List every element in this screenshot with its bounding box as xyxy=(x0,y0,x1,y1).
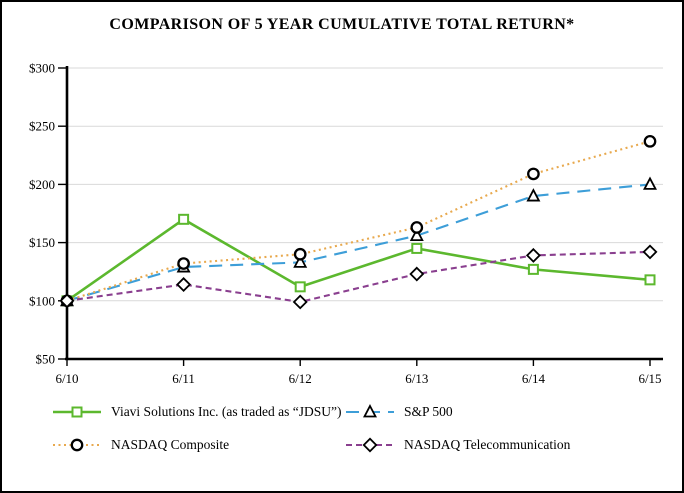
square-marker xyxy=(527,263,539,275)
chart-plot: $50 $100 $150 $200 $250 $300 6/10 6/11 6/12 6/13 6… xyxy=(29,61,663,386)
series-line-1 xyxy=(66,183,651,302)
legend-swatch-diamond xyxy=(346,437,394,453)
diamond-marker xyxy=(292,294,308,310)
series-line-3 xyxy=(66,250,651,304)
square-marker xyxy=(294,281,306,293)
square-marker xyxy=(411,242,423,254)
x-axis-label: 6/15 xyxy=(638,371,661,386)
y-axis-label: $200 xyxy=(29,177,55,192)
circle-marker xyxy=(293,247,307,261)
square-marker xyxy=(644,274,656,286)
y-axis-label: $150 xyxy=(29,235,55,250)
legend-swatch-triangle xyxy=(346,404,394,418)
diamond-marker xyxy=(362,437,378,453)
legend-label: NASDAQ Composite xyxy=(111,437,230,452)
circle-marker xyxy=(527,167,540,181)
diamond-marker xyxy=(642,244,658,260)
legend-entry-1: S&P 500 xyxy=(345,404,652,420)
chart-legend: Viavi Solutions Inc. (as traded as “JDSU… xyxy=(52,404,652,453)
circle-marker xyxy=(70,438,84,452)
diamond-marker xyxy=(409,266,425,282)
legend-swatch-square xyxy=(53,406,101,418)
legend-label: S&P 500 xyxy=(404,404,453,419)
y-axis-label: $250 xyxy=(29,119,55,134)
y-axis-label: $300 xyxy=(29,61,55,76)
legend-swatch-circle xyxy=(53,438,101,452)
chart-title: COMPARISON OF 5 YEAR CUMULATIVE TOTAL RE… xyxy=(109,16,575,33)
y-axis-label: $50 xyxy=(36,352,56,367)
series-line-2 xyxy=(66,140,651,302)
x-axis-label: 6/14 xyxy=(522,371,546,386)
diamond-marker xyxy=(176,277,192,292)
triangle-marker xyxy=(409,227,424,242)
legend-entry-0: Viavi Solutions Inc. (as traded as “JDSU… xyxy=(52,404,345,420)
y-axis-label: $100 xyxy=(29,293,55,308)
circle-marker xyxy=(177,257,190,270)
diamond-marker xyxy=(59,293,75,309)
x-axis-label: 6/11 xyxy=(172,371,195,386)
legend-label: NASDAQ Telecommunication xyxy=(404,437,571,452)
triangle-marker xyxy=(363,404,377,418)
triangle-marker xyxy=(293,254,308,268)
legend-entry-3: NASDAQ Telecommunication xyxy=(345,437,652,453)
diamond-marker xyxy=(525,247,541,263)
x-axis-label: 6/13 xyxy=(405,371,428,386)
circle-marker xyxy=(643,134,657,148)
triangle-marker xyxy=(526,188,541,202)
legend-label: Viavi Solutions Inc. (as traded as “JDSU… xyxy=(111,404,342,419)
triangle-marker xyxy=(643,176,657,190)
x-axis-label: 6/10 xyxy=(55,371,78,386)
legend-entry-2: NASDAQ Composite xyxy=(52,437,345,453)
x-axis-label: 6/12 xyxy=(289,371,312,386)
series-line-0 xyxy=(66,217,651,302)
square-marker xyxy=(71,406,83,418)
circle-marker xyxy=(410,221,424,234)
square-marker xyxy=(178,213,190,225)
